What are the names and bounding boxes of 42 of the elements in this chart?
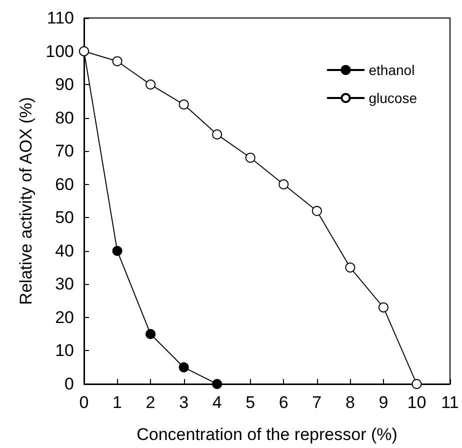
y-tick-label: 40 [55,241,74,260]
point [212,379,222,389]
x-tick-label: 2 [146,393,156,412]
x-tick-label: 7 [312,393,322,412]
point [178,362,189,372]
point [112,246,122,256]
x-tick-label: 10 [407,393,426,412]
y-tick-label: 110 [46,8,74,28]
y-tick-label: 0 [64,374,74,394]
point [245,152,256,163]
y-tick-label: 30 [55,274,74,294]
point [178,100,189,110]
x-tick-label: 8 [345,393,355,412]
x-tick-label: 3 [179,393,189,412]
point [146,80,156,90]
point [212,129,222,140]
y-tick-label: 50 [55,208,74,228]
x-tick-label: 6 [278,393,288,412]
point [378,302,388,312]
x-axis-title: Concentration of the repressor (%) [136,425,398,444]
legend-label: glucose [368,90,418,106]
y-tick-label: 100 [46,42,74,61]
point [278,179,289,190]
y-tick-label: 10 [55,341,74,360]
point [112,56,122,66]
point [146,329,156,340]
y-tick-label: 20 [55,308,74,327]
point [312,206,322,216]
x-tick-label: 0 [79,393,89,412]
y-axis-title: Relative activity of AOX (%) [16,97,36,305]
y-tick-label: 90 [55,75,74,94]
x-tick-label: 4 [212,393,222,412]
legend-label: ethanol [368,62,415,78]
y-tick-label: 60 [55,174,74,194]
point [345,262,356,273]
point [412,379,422,389]
x-tick-label: 11 [441,393,459,412]
y-tick-label: 70 [55,142,74,161]
y-tick-label: 80 [55,108,74,128]
x-tick-label: 9 [378,393,388,412]
x-tick-label: 5 [246,393,256,412]
x-tick-label: 1 [112,393,122,412]
